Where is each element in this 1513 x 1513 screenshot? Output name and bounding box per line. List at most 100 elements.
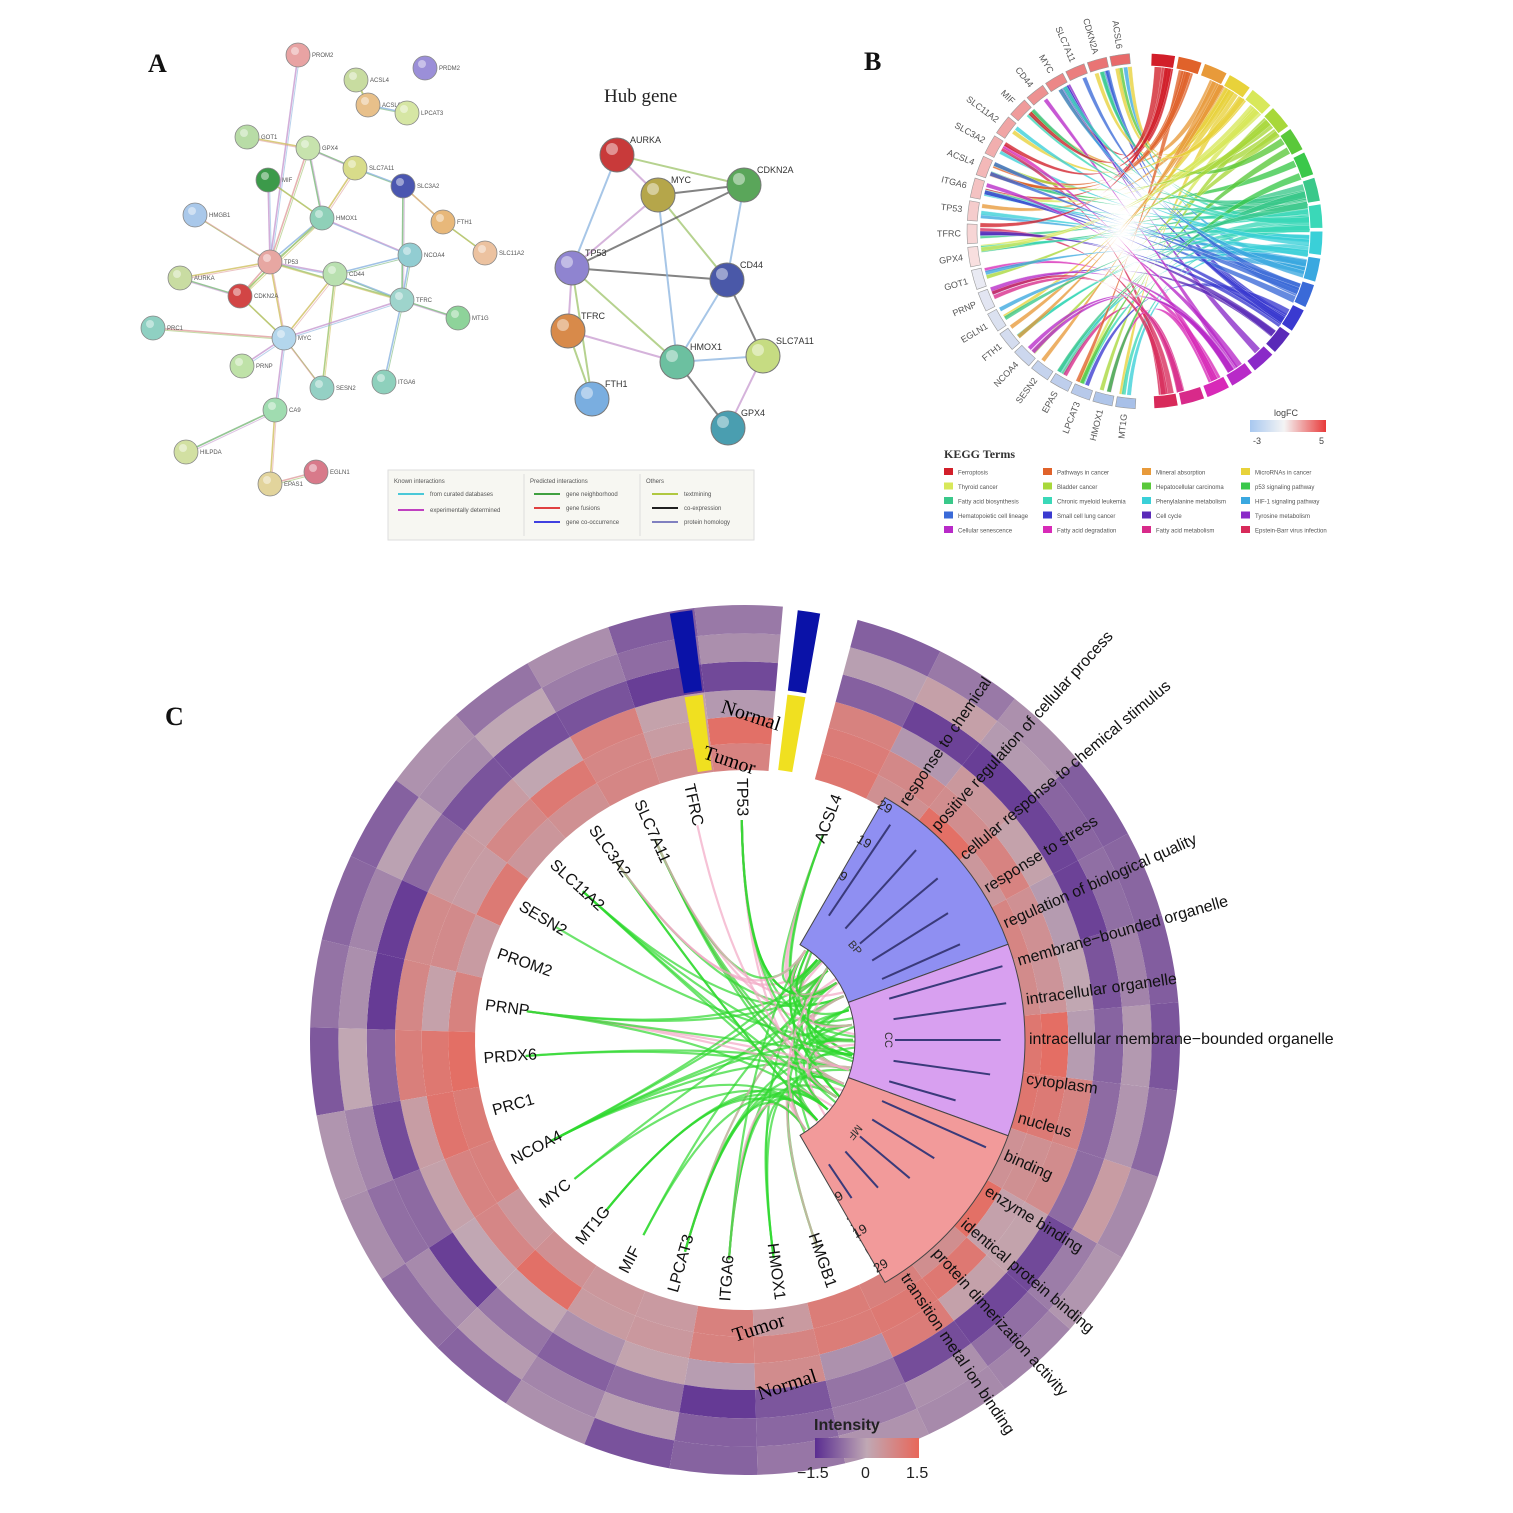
heat-cell-normal: [521, 1356, 606, 1418]
heat-cell-normal: [1080, 931, 1122, 1010]
gene-term-link: [615, 860, 819, 1121]
kegg-ribbon: [989, 171, 1301, 295]
term-arc-bladder-cancer: [1262, 106, 1290, 135]
heat-cell-tumor: [395, 959, 431, 1031]
network-node-circle: [390, 173, 416, 199]
heat-cell-tumor: [507, 818, 566, 879]
network-node-label: CA9: [289, 408, 301, 414]
heat-cell-tumor: [452, 1217, 517, 1288]
network-node-sesn2: SESN2: [309, 375, 356, 401]
node-highlight: [557, 319, 569, 331]
heat-cell-tumor: [395, 1029, 427, 1101]
network-edge: [323, 275, 337, 390]
node-highlight: [666, 350, 678, 362]
kegg-outer-ring: [966, 52, 1324, 410]
network-edge: [283, 273, 336, 339]
heat-cell-normal: [1048, 1150, 1105, 1230]
kegg-gene-label: SLC3A2: [953, 120, 987, 145]
network-node-slc3a2: SLC3A2: [390, 173, 440, 199]
hub-node-cd44: CD44: [709, 260, 763, 298]
network-node-circle: [257, 249, 283, 275]
network-node-prc1: PRC1: [140, 315, 184, 341]
term-arc-fatty-acid-biosynthesis: [1301, 176, 1322, 204]
term-arc-hematopoietic-cell-lineage: [1293, 280, 1316, 309]
gene-arc-slc7a11: [1065, 63, 1088, 81]
node-highlight: [451, 310, 459, 318]
gene-label-mt1g: MT1G: [573, 1203, 614, 1248]
heat-cell-normal: [366, 952, 405, 1030]
node-highlight: [418, 60, 426, 68]
term-arc-chronic-myeloid-leukemia: [1307, 203, 1324, 229]
term-arc-epstein-barr-virus-infection: [1152, 392, 1179, 410]
hub-node-label: FTH1: [605, 379, 628, 389]
hub-node-circle: [599, 137, 635, 173]
heat-cell-normal: [850, 619, 941, 677]
heat-cell-normal: [338, 1028, 373, 1111]
node-highlight: [301, 140, 309, 148]
heat-cell-tumor: [813, 1308, 882, 1355]
node-highlight: [377, 374, 385, 382]
network-node-circle: [229, 353, 255, 379]
heat-cell-normal: [321, 856, 377, 947]
normal-track-bottom: [669, 610, 703, 694]
heat-cell-tumor: [945, 765, 1014, 833]
network-node-label: PRC1: [167, 326, 184, 332]
heat-cell-normal: [527, 627, 618, 688]
kegg-legend-label: Fatty acid biosynthesis: [958, 500, 1019, 506]
kegg-gene-label: MIF: [999, 88, 1017, 106]
network-edge: [271, 149, 310, 264]
term-arc-pathways-in-cancer: [1175, 55, 1203, 76]
heat-cell-normal: [366, 1028, 401, 1106]
gene-arc-myc: [1045, 72, 1068, 93]
kegg-ribbon: [1082, 76, 1302, 291]
node-highlight: [717, 416, 729, 428]
gene-label-tfrc: TFRC: [680, 782, 706, 827]
heat-cell-tumor: [1025, 1141, 1078, 1215]
kegg-gene-label: TFRC: [937, 228, 962, 238]
gene-label-ncoa4: NCOA4: [509, 1128, 566, 1169]
heat-cell-normal: [904, 1343, 988, 1409]
heat-cell-normal: [344, 1105, 394, 1191]
heat-cell-tumor: [972, 832, 1030, 900]
panel-a-label: A: [148, 49, 167, 78]
heat-cell-normal: [987, 1310, 1070, 1389]
heat-cell-tumor: [1029, 873, 1081, 948]
heat-cell-normal: [455, 663, 542, 737]
kegg-legend-swatch: [1241, 511, 1250, 519]
kegg-legend-swatch: [1241, 468, 1250, 475]
heat-cell-tumor: [474, 1203, 536, 1269]
gene-arc-gpx4: [967, 246, 981, 268]
hub-edge: [571, 184, 745, 269]
node-highlight: [315, 380, 323, 388]
network-node-slc11a2: SLC11A2: [472, 240, 525, 266]
network-node-label: AURKA: [194, 276, 215, 282]
heat-cell-tumor: [922, 1237, 987, 1300]
legend-item-label: experimentally determined: [430, 508, 500, 514]
heat-cell-tumor: [530, 759, 597, 819]
heat-cell-tumor: [906, 1219, 967, 1278]
heat-cell-tumor: [485, 798, 548, 863]
heat-cell-tumor: [476, 862, 529, 926]
heat-cell-tumor: [430, 903, 477, 972]
heat-cell-normal: [916, 1366, 1005, 1435]
panel-b-chord: ACSL6 CDKN2ASLC7A11MYCCD44MIFSLC11A2SLC3A…: [937, 17, 1327, 534]
network-node-ca9: CA9: [262, 397, 301, 423]
legend-group-label: Known interactions: [394, 479, 445, 485]
heat-cell-tumor: [753, 1328, 820, 1364]
heat-cell-tumor: [929, 786, 993, 850]
network-edge: [401, 185, 404, 301]
heat-cell-tumor: [625, 1315, 694, 1359]
network-node-label: MIF: [282, 178, 293, 184]
heat-cell-normal: [755, 1380, 833, 1419]
heat-cell-tumor: [456, 914, 501, 978]
heat-cell-normal: [1056, 760, 1128, 847]
gene-arc-acsl6: [1109, 53, 1131, 67]
heat-cell-normal: [537, 1332, 616, 1392]
node-highlight: [173, 270, 181, 278]
gene-arc-sesn2: [1031, 360, 1054, 381]
kegg-terms-title: KEGG Terms: [944, 447, 1015, 461]
logfc-legend: logFC -3 5: [1250, 408, 1326, 446]
hub-node-gpx4: GPX4: [710, 408, 765, 446]
gene-term-link: [605, 1097, 807, 1212]
